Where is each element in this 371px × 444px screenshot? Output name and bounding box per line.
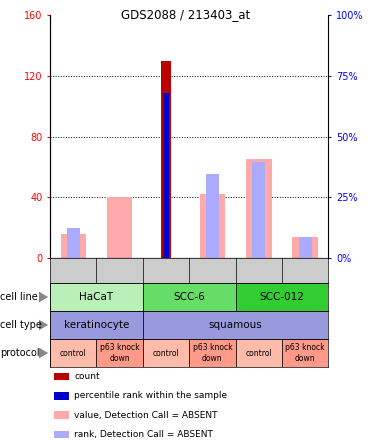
Text: value, Detection Call = ABSENT: value, Detection Call = ABSENT	[74, 411, 218, 420]
Bar	[161, 60, 171, 258]
Text: p63 knock
down: p63 knock down	[100, 343, 139, 363]
Bar	[299, 237, 312, 258]
Bar	[143, 283, 236, 311]
Bar	[246, 159, 272, 258]
Bar	[50, 339, 96, 367]
Bar	[50, 311, 143, 339]
Text: rank, Detection Call = ABSENT: rank, Detection Call = ABSENT	[74, 430, 213, 439]
Text: control: control	[152, 349, 180, 357]
Bar	[252, 163, 265, 258]
Bar	[236, 283, 328, 311]
Bar	[282, 339, 328, 367]
Bar	[60, 234, 86, 258]
Text: SCC-6: SCC-6	[173, 292, 205, 302]
Text: HaCaT: HaCaT	[79, 292, 114, 302]
Bar	[292, 237, 318, 258]
Bar	[54, 431, 69, 438]
Bar	[200, 194, 225, 258]
Text: p63 knock
down: p63 knock down	[193, 343, 232, 363]
Bar	[143, 339, 189, 367]
Text: cell type: cell type	[0, 320, 42, 330]
Bar	[236, 339, 282, 367]
Bar	[143, 311, 328, 339]
Text: protocol: protocol	[0, 348, 40, 358]
Text: control: control	[245, 349, 272, 357]
Bar	[163, 93, 169, 258]
Text: keratinocyte: keratinocyte	[64, 320, 129, 330]
Text: GDS2088 / 213403_at: GDS2088 / 213403_at	[121, 8, 250, 21]
Bar	[54, 392, 69, 400]
Bar	[54, 411, 69, 419]
Text: squamous: squamous	[209, 320, 262, 330]
Bar	[54, 373, 69, 381]
Bar	[67, 228, 80, 258]
Bar	[96, 339, 143, 367]
Bar	[107, 197, 132, 258]
Bar	[206, 174, 219, 258]
Bar	[50, 283, 143, 311]
Text: p63 knock
down: p63 knock down	[285, 343, 325, 363]
Text: percentile rank within the sample: percentile rank within the sample	[74, 391, 227, 400]
Bar	[189, 339, 236, 367]
Text: count: count	[74, 372, 100, 381]
Text: cell line: cell line	[0, 292, 38, 302]
Text: control: control	[60, 349, 87, 357]
Text: SCC-012: SCC-012	[260, 292, 304, 302]
